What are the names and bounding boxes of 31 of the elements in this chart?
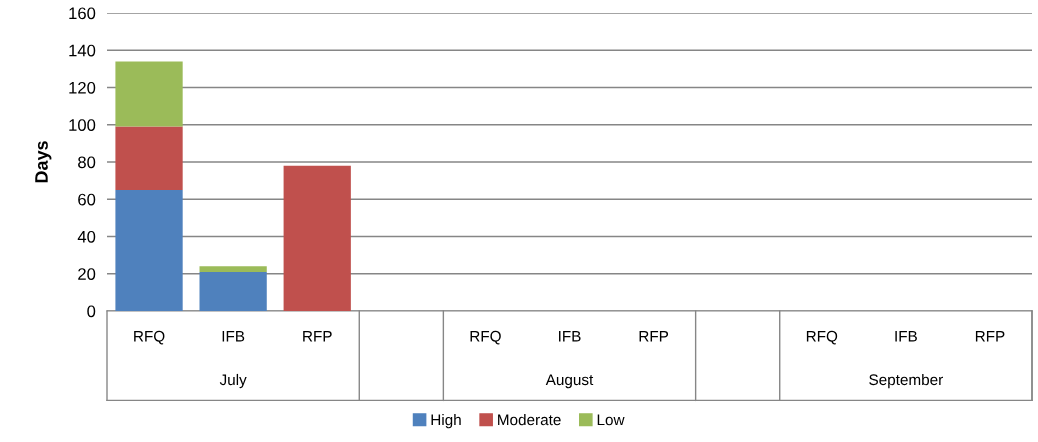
x-tick-label: IFB [559, 331, 581, 342]
y-tick-label: 80 [78, 156, 96, 169]
y-axis-title: Days [35, 141, 52, 183]
legend-label: Low [597, 414, 625, 426]
bar [115, 61, 183, 127]
x-tick-label: IFB [895, 331, 917, 342]
x-tick-label: RFQ [134, 330, 165, 345]
bar [199, 271, 267, 311]
text: September [869, 373, 943, 389]
y-tick-label: 100 [69, 119, 96, 131]
y-tick-label: 40 [77, 230, 96, 243]
y-tick-label: 120 [69, 81, 96, 94]
text: August [545, 374, 594, 389]
bar [115, 189, 183, 311]
x-tick-label: RFP [639, 331, 669, 342]
bar [199, 266, 267, 272]
x-tick-label: RFP [975, 331, 1005, 342]
y-tick-label: 60 [78, 193, 96, 206]
x-tick-label: RFP [303, 331, 332, 342]
y-tick-label: 20 [78, 268, 96, 280]
y-tick-label: 140 [69, 44, 96, 57]
bar [283, 165, 351, 311]
y-tick-label: 160 [69, 7, 96, 20]
x-tick-label: RFQ [806, 330, 838, 345]
text: July [219, 373, 247, 389]
y-tick-label: 0 [87, 305, 96, 318]
x-tick-label: RFQ [470, 330, 501, 345]
legend-label: High [431, 414, 461, 429]
legend-label: Moderate [498, 414, 561, 426]
bar [115, 126, 183, 190]
x-tick-label: IFB [222, 331, 245, 342]
